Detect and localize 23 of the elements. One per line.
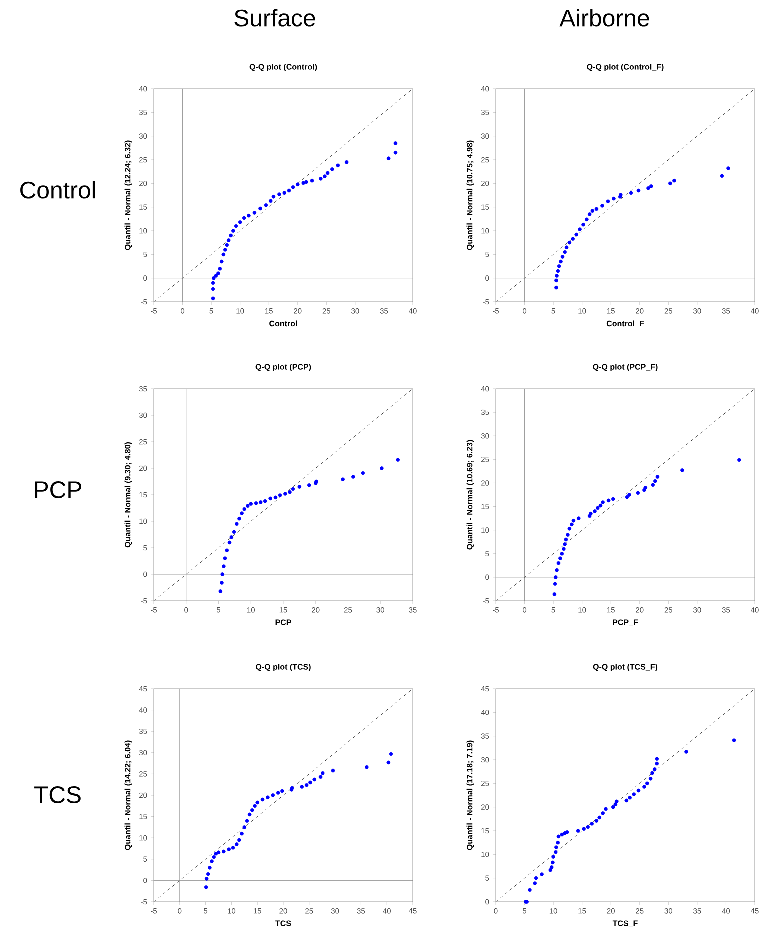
y-axis-title: Quantil - Normal (10.69; 6.23) [466,440,474,550]
text: Control [20,181,96,199]
y-axis-title: Quantil - Normal (10.75; 4.98) [466,140,474,250]
chart-title: Q-Q plot (PCP_F) [593,364,658,372]
y-axis-title: Quantil - Normal (14.22; 6.04) [124,740,132,850]
y-axis-title: Quantil - Normal (9.30; 4.80) [124,442,132,548]
x-axis-title: TCS [276,920,292,926]
chart-title: Q-Q plot (TCS_F) [593,664,658,672]
chart-title: Q-Q plot (TCS) [256,664,311,672]
x-axis-title: Control [270,320,298,327]
x-axis-title: PCP [276,620,292,626]
text: PCP [35,482,82,498]
y-axis-title: Quantil - Normal (12.24; 6.32) [124,140,132,250]
x-axis-title: PCP_F [613,620,638,626]
x-axis-title: Control_F [606,320,644,328]
y-axis-title: Quantil - Normal (17.18; 7.19) [466,740,474,850]
text: Surface [234,9,316,27]
x-axis-title: TCS_F [612,920,638,928]
chart-title: Q-Q plot (PCP) [256,364,312,372]
chart-title: Q-Q plot (Control) [250,64,318,72]
text: TCS [34,786,81,804]
text: Airborne [560,9,650,27]
chart-title: Q-Q plot (Control_F) [587,64,664,72]
